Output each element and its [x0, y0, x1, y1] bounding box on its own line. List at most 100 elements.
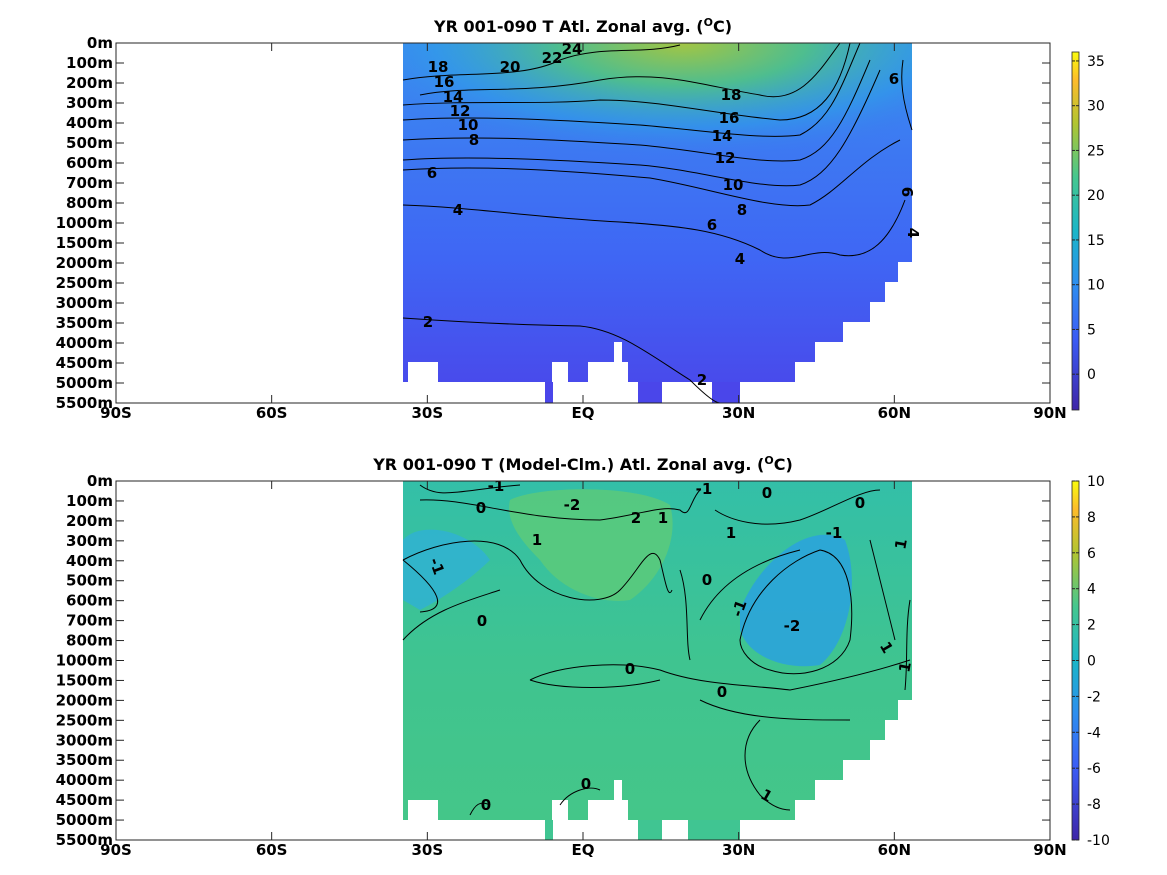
y-tick-label: 4000m: [56, 334, 113, 352]
colorbar-tick-label: -10: [1087, 833, 1110, 849]
colorbar-tick-label: 25: [1087, 143, 1105, 159]
y-tick-label: 2000m: [56, 254, 113, 272]
contour-label: 2: [631, 509, 641, 527]
contour-label: 8: [737, 201, 747, 219]
y-tick-label: 100m: [66, 54, 113, 72]
deep-strip: [545, 382, 553, 403]
colorbar-tick-label: 0: [1087, 654, 1096, 670]
x-tick-label: 90S: [100, 841, 132, 859]
colorbar-ticks: 10 8 6 4 2 0 -2 -4 -6 -8 -10: [1072, 474, 1110, 849]
x-tick-label: EQ: [572, 404, 595, 422]
contour-label: 24: [562, 40, 583, 58]
y-tick-label: 3000m: [56, 294, 113, 312]
contour-label: 2: [423, 313, 433, 331]
contour-label: 1: [532, 531, 542, 549]
x-tick-label: 30S: [411, 404, 443, 422]
colorbar-tick-label: 20: [1087, 188, 1105, 204]
contour-label: 1: [895, 660, 915, 673]
y-tick-label: 500m: [66, 134, 113, 152]
contour-label: -1: [488, 477, 505, 495]
contour-label: 12: [450, 102, 471, 120]
contour-label: 14: [712, 127, 733, 145]
contour-label: 12: [715, 149, 736, 167]
contour-label: 22: [542, 49, 563, 67]
deep-strip: [638, 820, 662, 840]
contour-label: 6: [889, 70, 899, 88]
colorbar-tick-label: -8: [1087, 797, 1101, 813]
y-tick-label: 3500m: [56, 751, 113, 769]
y-tick-label: 2500m: [56, 274, 113, 292]
contour-label: -1: [425, 555, 448, 577]
y-tick-label: 5000m: [56, 374, 113, 392]
y-tick-label: 300m: [66, 532, 113, 550]
contour-label: 0: [855, 494, 865, 512]
y-tick-label: 200m: [66, 512, 113, 530]
y-tick-label: 5500m: [56, 831, 113, 849]
contour-lines: [402, 484, 911, 816]
x-tick-label: 90N: [1033, 841, 1066, 859]
contour-label: 14: [443, 88, 464, 106]
contour-label: -2: [564, 496, 581, 514]
y-tick-label: 300m: [66, 94, 113, 112]
deep-strip: [688, 820, 740, 840]
colorbar: [1071, 51, 1080, 411]
x-tick-label: 90S: [100, 404, 132, 422]
y-tick-label: 2500m: [56, 711, 113, 729]
contour-label: 1: [726, 524, 736, 542]
y-tick-label: 2000m: [56, 691, 113, 709]
x-tick-label: 30N: [722, 841, 755, 859]
colorbar-tick-label: 4: [1087, 582, 1096, 598]
y-tick-label: 400m: [66, 114, 113, 132]
axis-ticks: 90S 60S 30S EQ 30N 60N 90N 0m 100m 200m 300m 400m 50…: [56, 34, 1067, 422]
contour-label: 18: [721, 86, 742, 104]
contour-label: 6: [898, 187, 916, 197]
y-tick-label: 0m: [87, 472, 113, 490]
colorbar-tick-label: 2: [1087, 618, 1096, 634]
colorbar-tick-label: 10: [1087, 278, 1105, 294]
contour-labels: 24 22 20 18 16 14 12 10 8 6 18 16 14 12 …: [423, 40, 922, 389]
colorbar-tick-label: 10: [1087, 474, 1105, 490]
y-tick-label: 800m: [66, 194, 113, 212]
colorbar-tick-label: -2: [1087, 689, 1101, 705]
colorbar-tick-label: 15: [1087, 233, 1105, 249]
deep-strip: [638, 382, 662, 403]
contour-label: 0: [476, 499, 486, 517]
y-tick-label: 700m: [66, 174, 113, 192]
x-tick-label: 30S: [411, 841, 443, 859]
contour-label: 0: [581, 775, 591, 793]
contour-label: -2: [784, 617, 801, 635]
contour-label: -1: [696, 480, 713, 498]
colorbar-tick-label: -4: [1087, 725, 1101, 741]
contour-label: 0: [625, 660, 635, 678]
y-tick-label: 600m: [66, 154, 113, 172]
panel-anomaly: YR 001-090 T (Model-Clm.) Atl. Zonal avg…: [56, 454, 1110, 859]
warm-surface: [403, 43, 912, 215]
y-tick-label: 500m: [66, 572, 113, 590]
y-tick-label: 1000m: [56, 214, 113, 232]
y-tick-label: 100m: [66, 492, 113, 510]
y-tick-label: 0m: [87, 34, 113, 52]
y-tick-label: 600m: [66, 592, 113, 610]
contour-label: 4: [735, 250, 745, 268]
y-tick-label: 200m: [66, 74, 113, 92]
axis-ticks: 90S 60S 30S EQ 30N 60N 90N 0m 100m 200m 300m 400m 50…: [56, 472, 1067, 859]
contour-label: 4: [904, 228, 922, 238]
colorbar-tick-label: 8: [1087, 510, 1096, 526]
y-tick-label: 1500m: [56, 234, 113, 252]
y-tick-label: 5500m: [56, 394, 113, 412]
x-tick-label: 60N: [878, 841, 911, 859]
x-tick-label: EQ: [572, 841, 595, 859]
deep-strip: [545, 820, 553, 840]
contour-label: 8: [469, 131, 479, 149]
y-tick-label: 4500m: [56, 354, 113, 372]
x-tick-label: 60S: [256, 841, 288, 859]
colorbar-tick-label: 0: [1087, 367, 1096, 383]
contour-label: 10: [458, 116, 479, 134]
contour-label: 18: [428, 58, 449, 76]
contour-label: 0: [477, 612, 487, 630]
contour-label: -1: [728, 597, 751, 619]
y-tick-label: 1000m: [56, 652, 113, 670]
panel-temperature: YR 001-090 T Atl. Zonal avg. (OC): [56, 16, 1105, 422]
cool-patch: [740, 534, 852, 667]
contour-label: 4: [453, 201, 463, 219]
